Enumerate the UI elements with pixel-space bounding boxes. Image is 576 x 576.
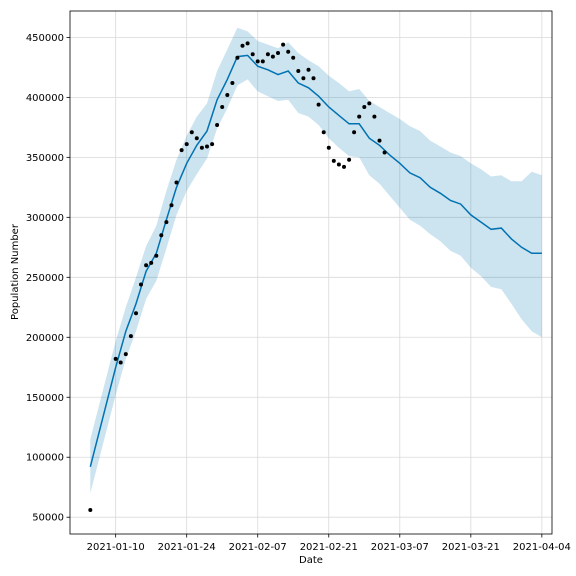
uncertainty-band	[90, 27, 542, 494]
observed-point	[382, 150, 387, 155]
y-axis-ticks: 50000 100000 150000 200000 250000 300000 35000…	[26, 33, 70, 524]
observed-point	[225, 93, 230, 97]
observed-point	[326, 145, 331, 150]
observed-point	[316, 102, 321, 107]
observed-point	[230, 81, 235, 85]
x-tick-label: 2021-01-10	[87, 542, 145, 553]
observed-point	[174, 180, 179, 185]
y-tick-label: 350000	[26, 153, 64, 164]
observed-point	[276, 51, 280, 55]
observed-point	[357, 114, 362, 119]
observed-point	[336, 162, 341, 167]
observed-point	[144, 263, 149, 268]
observed-point	[306, 67, 311, 72]
observed-point	[321, 130, 326, 135]
observed-points-layer	[88, 41, 387, 512]
x-tick-label: 2021-02-07	[229, 542, 287, 553]
observed-point	[250, 52, 255, 57]
observed-point	[164, 220, 169, 225]
observed-point	[296, 69, 301, 73]
observed-point	[362, 105, 367, 109]
observed-point	[372, 114, 377, 119]
observed-point	[149, 260, 154, 265]
observed-point	[134, 311, 138, 316]
observed-point	[215, 123, 220, 127]
observed-point	[184, 142, 189, 147]
observed-point	[240, 43, 245, 48]
observed-point	[139, 282, 143, 287]
y-tick-label: 50000	[32, 513, 64, 524]
x-axis-label: Date	[299, 555, 323, 566]
y-tick-label: 100000	[26, 453, 64, 464]
observed-point	[210, 142, 215, 147]
observed-point	[245, 41, 250, 46]
observed-point	[255, 59, 260, 64]
observed-point	[265, 52, 270, 57]
y-tick-label: 300000	[26, 213, 64, 224]
x-tick-label: 2021-01-24	[158, 542, 216, 553]
observed-point	[113, 356, 118, 361]
observed-point	[377, 138, 382, 143]
x-axis-ticks: 2021-01-10 2021-01-24 2021-02-07 2021-02-21…	[87, 534, 571, 553]
y-tick-label: 250000	[26, 273, 64, 284]
grid	[70, 11, 552, 534]
observed-point	[154, 253, 159, 258]
observed-point	[331, 158, 336, 163]
observed-point	[169, 203, 174, 208]
observed-point	[199, 145, 204, 150]
y-tick-label: 400000	[26, 93, 64, 104]
y-tick-label: 150000	[26, 393, 64, 404]
observed-point	[159, 233, 164, 238]
observed-point	[179, 148, 184, 153]
observed-point	[291, 55, 296, 60]
plot-frame	[69, 10, 553, 535]
observed-point	[281, 42, 286, 47]
observed-point	[128, 334, 133, 339]
x-tick-label: 2021-03-07	[371, 542, 429, 553]
observed-point	[118, 360, 123, 365]
observed-point	[342, 164, 346, 169]
observed-point	[286, 49, 291, 54]
observed-point	[352, 130, 357, 135]
observed-point	[301, 76, 306, 81]
observed-point	[220, 105, 225, 109]
observed-point	[88, 508, 93, 512]
uncertainty-band-layer	[90, 27, 542, 494]
x-tick-label: 2021-03-21	[442, 542, 500, 553]
observed-point	[347, 157, 352, 162]
x-tick-label: 2021-02-21	[300, 542, 358, 553]
x-tick-label: 2021-04-04	[513, 542, 571, 553]
observed-point	[123, 352, 128, 357]
y-tick-label: 450000	[26, 33, 64, 44]
observed-point	[270, 54, 275, 59]
observed-point	[311, 76, 316, 81]
y-axis-label: Population Number	[10, 223, 21, 320]
observed-point	[189, 130, 194, 135]
observed-point	[260, 59, 265, 64]
y-tick-label: 200000	[26, 333, 64, 344]
observed-point	[235, 55, 240, 60]
observed-point	[205, 144, 209, 149]
observed-point	[194, 136, 199, 141]
observed-point	[367, 101, 372, 106]
